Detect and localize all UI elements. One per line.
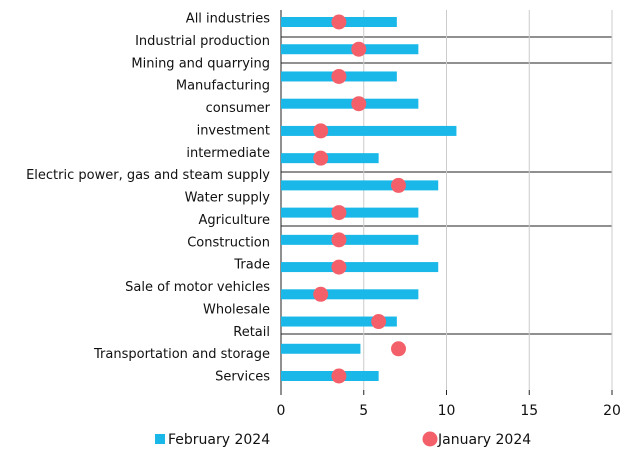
legend-swatch [422, 431, 438, 447]
category-label: investment [197, 123, 270, 138]
bar [281, 153, 379, 164]
x-tick-label: 5 [359, 403, 368, 419]
category-label: Manufacturing [176, 79, 270, 94]
dot [351, 41, 367, 57]
bar [281, 371, 379, 381]
category-label: Retail [233, 325, 270, 340]
dot [331, 205, 347, 221]
dot [313, 123, 329, 139]
category-label: Mining and quarrying [131, 56, 270, 71]
bar [281, 125, 457, 136]
x-tick-label: 10 [438, 403, 456, 419]
dot [391, 177, 407, 193]
dot [313, 150, 329, 166]
x-tick-label: 0 [277, 403, 286, 419]
dot [371, 314, 387, 330]
category-label: Wholesale [203, 302, 270, 317]
bar [281, 180, 439, 191]
legend-label: February 2024 [168, 432, 270, 448]
dot [391, 341, 407, 357]
legend-label: January 2024 [437, 432, 531, 448]
bar [281, 98, 419, 109]
bar [281, 44, 419, 55]
category-label: Agriculture [199, 213, 271, 228]
dot [331, 232, 347, 248]
bar [281, 234, 419, 245]
category-label: Electric power, gas and steam supply [26, 168, 270, 183]
category-label: consumer [206, 101, 271, 116]
bar [281, 343, 361, 354]
category-label: Industrial production [135, 34, 270, 49]
legend-swatch [155, 434, 165, 444]
category-label: Trade [233, 258, 270, 273]
bar [281, 207, 419, 218]
x-tick-label: 20 [603, 403, 621, 419]
category-label: Transportation and storage [93, 347, 270, 362]
category-label: Construction [187, 235, 270, 250]
dot [351, 96, 367, 112]
dot [313, 286, 329, 302]
dot [331, 259, 347, 275]
category-label: Water supply [185, 191, 271, 206]
bar [281, 262, 439, 273]
bar [281, 316, 397, 327]
bar [281, 289, 419, 300]
dot [331, 14, 347, 30]
category-label: Services [215, 370, 270, 385]
dot [331, 68, 347, 84]
category-label: intermediate [186, 146, 270, 161]
dot [331, 368, 347, 384]
category-label: Sale of motor vehicles [125, 280, 270, 295]
category-label: All industries [186, 12, 270, 27]
x-tick-label: 15 [520, 403, 538, 419]
